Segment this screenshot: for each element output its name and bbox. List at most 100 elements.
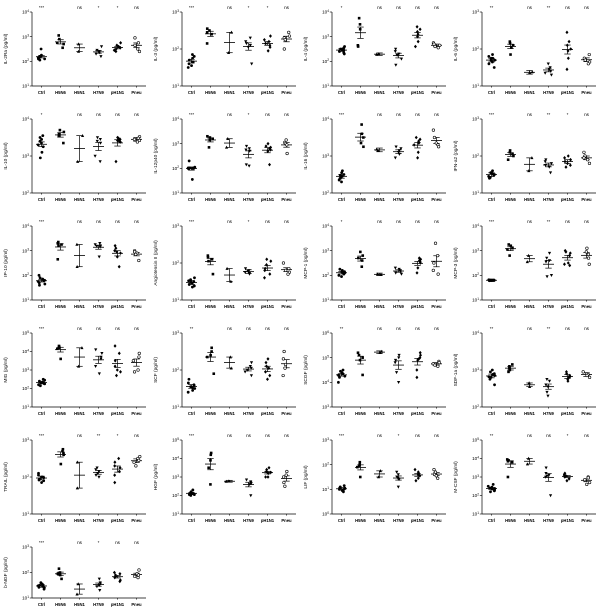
series-ctrl: [336, 267, 347, 278]
significance-label: ns: [96, 112, 102, 117]
x-tick-label: Ctrl: [488, 304, 495, 309]
y-tick-label: 104: [322, 116, 329, 122]
data-point: [229, 30, 234, 34]
data-point: [357, 256, 360, 260]
data-point: [131, 359, 135, 363]
data-point: [341, 368, 345, 372]
y-axis-title: Angiotensin II (pg/ml): [153, 240, 159, 286]
x-tick-label: pH1N1: [261, 197, 275, 202]
series-h5n1: [374, 147, 385, 153]
x-tick-label: pH1N1: [111, 411, 125, 416]
data-point: [186, 381, 190, 385]
series-ctrl: [36, 134, 47, 160]
data-point: [549, 73, 554, 77]
data-point: [243, 270, 247, 274]
series-ph1n1: [262, 465, 273, 479]
data-point: [337, 273, 341, 277]
data-point: [418, 473, 422, 478]
significance-label: ***: [489, 112, 495, 117]
series-ph1n1: [112, 135, 123, 164]
y-tick-label: 102: [472, 492, 479, 498]
significance-label: ns: [227, 433, 233, 438]
significance-label: ns: [284, 433, 290, 438]
data-point: [340, 180, 343, 184]
significance-label: ns: [546, 433, 552, 438]
y-tick-label: 101: [322, 297, 329, 303]
data-point: [57, 34, 61, 37]
data-point: [436, 476, 440, 480]
data-point: [93, 365, 98, 368]
y-axis-title: IL-12p40 (pg/ml): [153, 138, 159, 174]
data-point: [587, 161, 592, 166]
data-point: [42, 587, 46, 591]
data-point: [206, 134, 209, 138]
x-tick-label: H5N6: [355, 411, 366, 416]
y-tick-label: 105: [472, 437, 479, 443]
data-point: [263, 370, 267, 374]
x-tick-label: pH1N1: [111, 90, 125, 95]
series-pneu: [581, 52, 592, 66]
significance-label: ns: [115, 540, 121, 545]
series-h7n9: [393, 47, 404, 67]
data-point: [57, 567, 61, 570]
y-tick-label: 102: [172, 46, 179, 52]
series-ctrl: [36, 581, 47, 591]
data-point: [285, 469, 289, 474]
data-point: [266, 49, 270, 53]
data-point: [248, 36, 252, 40]
y-tick-label: 106: [322, 330, 329, 336]
series-h5n1: [374, 272, 385, 276]
data-point: [113, 460, 117, 464]
data-point: [431, 268, 435, 273]
significance-label: ns: [77, 433, 83, 438]
series-h7n9: [393, 353, 404, 385]
series-h7n9: [243, 361, 254, 378]
data-point: [113, 344, 117, 348]
data-point: [397, 356, 401, 360]
y-tick-label: 102: [472, 404, 479, 410]
data-point: [191, 488, 195, 492]
data-point: [357, 16, 361, 20]
data-point: [530, 156, 534, 160]
data-point: [38, 283, 41, 287]
significance-label: *: [248, 112, 250, 117]
y-axis-title: LIF (pg/ml): [303, 465, 309, 489]
series-h7n9: [93, 466, 104, 479]
data-point: [492, 173, 496, 177]
series-ctrl: [36, 471, 47, 484]
data-point: [265, 377, 269, 382]
data-point: [266, 141, 270, 146]
data-point: [283, 366, 287, 370]
y-tick-label: 103: [22, 437, 29, 443]
x-tick-label: Ctrl: [488, 197, 495, 202]
data-point: [413, 467, 417, 472]
data-point: [248, 44, 252, 47]
y-tick-label: 102: [322, 462, 329, 468]
data-point: [544, 158, 548, 162]
significance-label: ns: [396, 326, 402, 331]
data-point: [229, 279, 233, 283]
significance-label: ns: [584, 433, 590, 438]
significance-label: *: [41, 112, 43, 117]
data-point: [211, 272, 215, 276]
data-point: [356, 351, 360, 355]
data-point: [191, 56, 194, 60]
data-point: [379, 349, 384, 353]
data-point: [95, 466, 99, 470]
series-ph1n1: [112, 243, 123, 269]
data-point: [192, 55, 196, 58]
x-tick-label: Pneu: [281, 518, 292, 523]
data-point: [343, 270, 346, 274]
data-point: [547, 379, 552, 383]
x-tick-label: H5N6: [505, 90, 516, 95]
data-point: [394, 63, 398, 67]
data-point: [563, 475, 567, 479]
data-point: [209, 459, 212, 462]
data-point: [361, 356, 364, 359]
x-tick-label: H5N1: [374, 304, 385, 309]
y-tick-label: 103: [472, 9, 479, 15]
series-ph1n1: [562, 370, 573, 383]
series-ph1n1: [262, 357, 273, 382]
significance-label: ns: [265, 219, 271, 224]
data-point: [395, 53, 399, 57]
